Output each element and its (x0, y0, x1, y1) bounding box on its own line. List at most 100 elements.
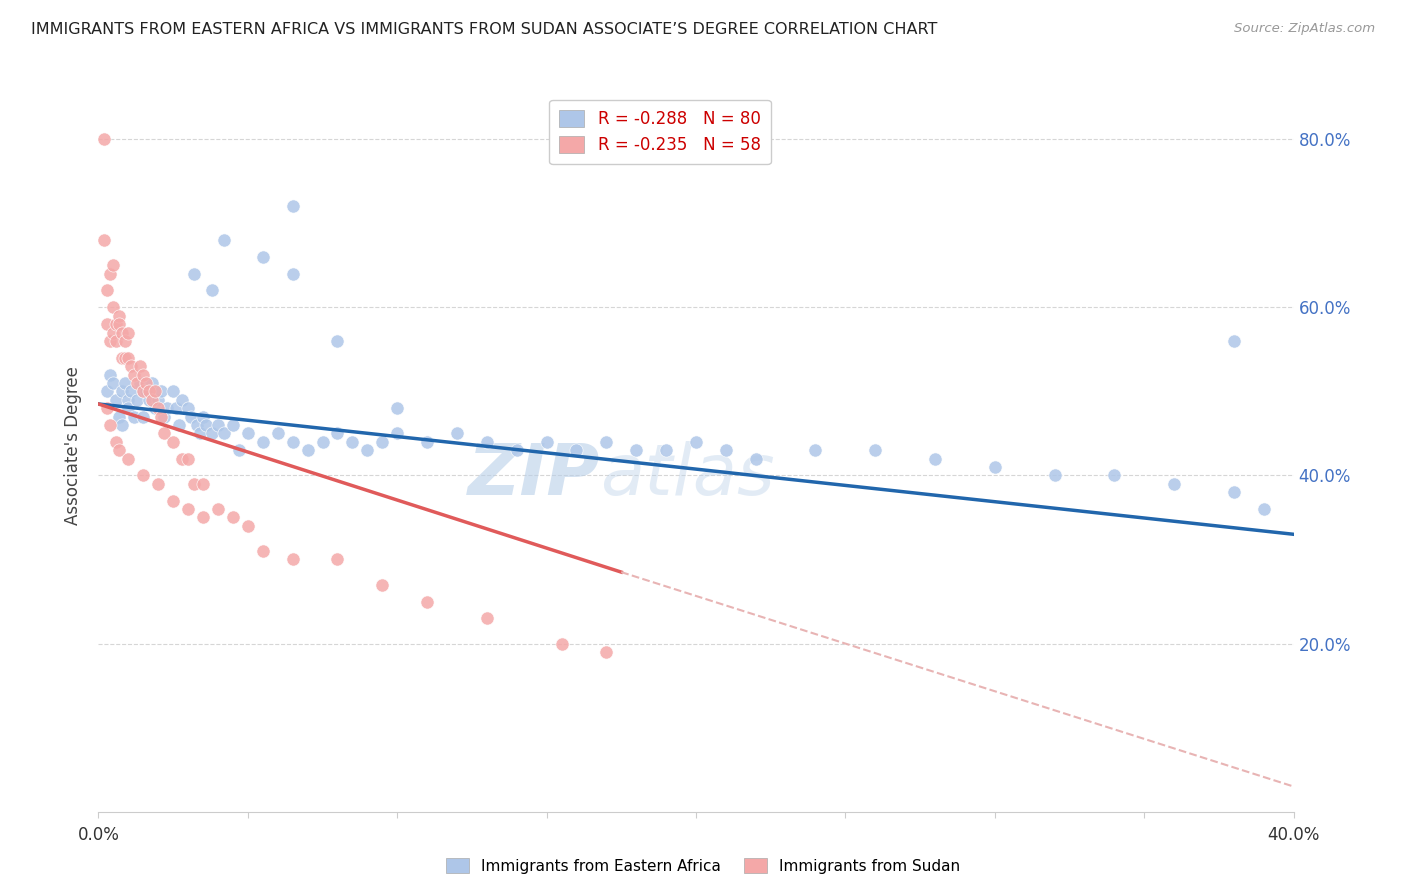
Point (236, 426, 259, 441)
Point (108, 443, 131, 458)
Point (132, 384, 155, 399)
Point (93, 132, 115, 146)
Point (150, 409, 173, 424)
Text: ZIP: ZIP (468, 441, 600, 509)
Point (177, 502, 200, 516)
Point (111, 417, 134, 432)
Point (281, 199, 304, 213)
Legend: Immigrants from Eastern Africa, Immigrants from Sudan: Immigrants from Eastern Africa, Immigran… (440, 852, 966, 880)
Point (148, 392, 170, 407)
Point (172, 392, 194, 407)
Point (143, 401, 166, 416)
Point (153, 426, 176, 441)
Point (1223, 334, 1246, 348)
Point (506, 443, 529, 458)
Point (550, 636, 572, 650)
Point (103, 326, 125, 340)
Point (156, 401, 179, 416)
Point (117, 451, 139, 466)
Point (98, 267, 122, 281)
Point (114, 351, 136, 365)
Point (148, 476, 170, 491)
Point (924, 451, 946, 466)
Point (385, 426, 409, 441)
Point (385, 401, 409, 416)
Point (252, 250, 274, 264)
Point (108, 409, 131, 424)
Point (148, 401, 170, 416)
Point (114, 334, 136, 348)
Point (105, 317, 128, 331)
Point (132, 368, 155, 382)
Point (371, 434, 394, 449)
Point (103, 300, 125, 314)
Point (371, 578, 394, 592)
Point (252, 434, 274, 449)
Point (745, 451, 768, 466)
Point (120, 384, 142, 399)
Point (1104, 468, 1126, 483)
Point (177, 451, 200, 466)
Point (162, 434, 184, 449)
Point (117, 326, 139, 340)
Point (191, 409, 214, 424)
Point (103, 376, 125, 390)
Point (565, 443, 588, 458)
Point (475, 611, 498, 625)
Point (132, 468, 155, 483)
Point (326, 426, 349, 441)
Point (201, 426, 224, 441)
Point (96, 401, 118, 416)
Point (236, 519, 259, 533)
Point (183, 476, 205, 491)
Point (188, 426, 211, 441)
Legend: R = -0.288   N = 80, R = -0.235   N = 58: R = -0.288 N = 80, R = -0.235 N = 58 (550, 100, 770, 164)
Point (105, 434, 128, 449)
Point (117, 401, 139, 416)
Point (135, 376, 157, 390)
Point (165, 401, 187, 416)
Point (222, 510, 245, 524)
Point (153, 409, 176, 424)
Point (252, 544, 274, 558)
Point (865, 443, 887, 458)
Point (132, 409, 155, 424)
Text: IMMIGRANTS FROM EASTERN AFRICA VS IMMIGRANTS FROM SUDAN ASSOCIATE’S DEGREE CORRE: IMMIGRANTS FROM EASTERN AFRICA VS IMMIGR… (31, 22, 938, 37)
Point (536, 434, 558, 449)
Point (141, 392, 163, 407)
Point (96, 317, 118, 331)
Point (93, 233, 115, 247)
Point (984, 460, 1007, 475)
Point (162, 493, 184, 508)
Point (195, 417, 218, 432)
Point (98, 417, 122, 432)
Point (475, 434, 498, 449)
Point (141, 376, 163, 390)
Y-axis label: Associate's Degree: Associate's Degree (65, 367, 83, 525)
Point (281, 434, 304, 449)
Point (98, 334, 122, 348)
Point (162, 384, 184, 399)
Point (416, 434, 439, 449)
Point (655, 443, 678, 458)
Point (132, 384, 155, 399)
Point (326, 552, 349, 566)
Point (281, 552, 304, 566)
Point (207, 502, 229, 516)
Point (212, 233, 235, 247)
Point (804, 443, 827, 458)
Point (714, 443, 737, 458)
Point (356, 443, 378, 458)
Point (172, 451, 194, 466)
Point (108, 317, 131, 331)
Point (124, 368, 146, 382)
Point (207, 417, 229, 432)
Point (120, 359, 142, 373)
Point (114, 376, 136, 390)
Point (177, 401, 200, 416)
Point (117, 351, 139, 365)
Point (180, 409, 202, 424)
Point (138, 392, 160, 407)
Point (281, 267, 304, 281)
Point (1223, 485, 1246, 500)
